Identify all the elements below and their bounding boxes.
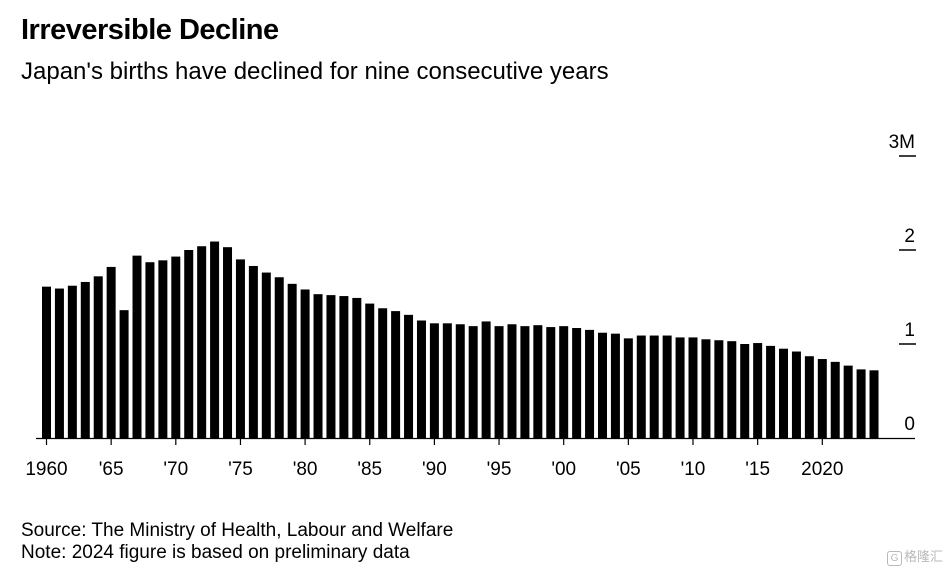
bar-1998 xyxy=(533,325,543,438)
bar-1962 xyxy=(67,285,77,438)
bar-2012 xyxy=(714,340,724,438)
bar-1968 xyxy=(145,262,155,438)
bar-2010 xyxy=(688,337,698,438)
x-tick-label: '10 xyxy=(681,459,706,480)
bar-1978 xyxy=(274,277,284,438)
source-text: Source: The Ministry of Health, Labour a… xyxy=(21,520,454,541)
bar-1973 xyxy=(210,241,220,438)
bar-1970 xyxy=(171,256,181,438)
x-tick-label: '85 xyxy=(357,459,382,480)
y-tick-label: 3M xyxy=(889,132,915,153)
x-tick-label: 2020 xyxy=(801,459,843,480)
bar-1996 xyxy=(507,324,517,438)
bar-2019 xyxy=(804,356,814,438)
bar-1969 xyxy=(158,260,168,438)
bar-2011 xyxy=(701,339,711,438)
bar-2008 xyxy=(662,335,672,438)
footer: Source: The Ministry of Health, Labour a… xyxy=(21,520,453,564)
chart-subtitle: Japan's births have declined for nine co… xyxy=(21,58,609,85)
bar-1979 xyxy=(287,283,297,438)
bar-2016 xyxy=(766,345,776,438)
bar-2020 xyxy=(817,359,827,438)
bar-2002 xyxy=(585,329,595,438)
bar-2023 xyxy=(856,369,866,438)
bar-1980 xyxy=(300,289,310,438)
bar-1984 xyxy=(352,297,362,438)
bar-1997 xyxy=(520,326,530,438)
bar-2006 xyxy=(636,335,646,438)
x-tick-label: 1960 xyxy=(25,459,67,480)
bar-1987 xyxy=(391,311,401,438)
bar-1991 xyxy=(442,323,452,438)
bar-2004 xyxy=(610,333,620,438)
bar-1967 xyxy=(132,255,142,438)
bar-1965 xyxy=(106,266,116,438)
bar-1974 xyxy=(223,247,233,438)
y-tick-label: 0 xyxy=(904,414,915,435)
chart-title: Irreversible Decline xyxy=(21,14,279,46)
bar-1960 xyxy=(42,286,51,438)
bar-1977 xyxy=(261,272,271,438)
bar-2000 xyxy=(559,326,569,438)
x-axis: 1960 '65 '70 '75 '80 '85 '90 '95 '00 '05 '10 '15 202… xyxy=(25,437,915,480)
x-tick-label: '15 xyxy=(745,459,770,480)
x-tick-label: '70 xyxy=(163,459,188,480)
bar-2005 xyxy=(623,338,633,438)
bar-1989 xyxy=(416,320,426,438)
bar-1999 xyxy=(546,327,556,438)
watermark-logo-icon: G xyxy=(886,551,902,566)
bar-1994 xyxy=(481,321,491,438)
x-tick-label: '75 xyxy=(228,459,253,480)
bar-1993 xyxy=(468,326,478,438)
bar-2003 xyxy=(597,332,607,438)
bar-1966 xyxy=(119,310,129,438)
bar-2009 xyxy=(675,337,685,438)
bar-1990 xyxy=(429,323,439,438)
bar-2007 xyxy=(649,335,659,438)
bar-2024 xyxy=(869,370,879,438)
bar-2015 xyxy=(753,343,763,438)
bar-2021 xyxy=(830,361,840,438)
bar-1971 xyxy=(184,250,194,438)
bar-1981 xyxy=(313,294,323,438)
y-tick-label: 1 xyxy=(904,320,915,341)
y-tick-label: 2 xyxy=(904,226,915,247)
bar-2017 xyxy=(779,348,789,438)
bar-1995 xyxy=(494,326,504,438)
x-tick-label: '05 xyxy=(616,459,641,480)
watermark: G 格隆汇 xyxy=(886,546,943,566)
y-axis: 0 1 2 3M xyxy=(889,132,916,435)
watermark-text: 格隆汇 xyxy=(903,549,943,564)
x-tick-label: '65 xyxy=(99,459,124,480)
bar-2022 xyxy=(843,365,853,438)
bar-2013 xyxy=(727,341,737,438)
bar-1988 xyxy=(404,314,414,438)
bar-1964 xyxy=(93,276,103,438)
bar-1961 xyxy=(54,288,64,438)
x-tick-label: '90 xyxy=(422,459,447,480)
bar-2001 xyxy=(572,328,582,438)
bar-1986 xyxy=(378,308,388,438)
x-tick-label: '95 xyxy=(487,459,512,480)
bar-1992 xyxy=(455,324,465,438)
bar-1963 xyxy=(80,281,90,438)
bar-1976 xyxy=(248,265,258,438)
note-text: Note: 2024 figure is based on preliminar… xyxy=(21,542,410,563)
x-tick-label: '80 xyxy=(293,459,318,480)
bar-1982 xyxy=(326,295,336,438)
bar-series xyxy=(42,241,879,438)
bar-1972 xyxy=(197,246,207,438)
bar-2014 xyxy=(740,344,750,438)
bar-1975 xyxy=(235,259,245,438)
bar-1985 xyxy=(365,303,375,438)
bar-1983 xyxy=(339,296,349,438)
bar-2018 xyxy=(791,351,801,438)
x-tick-label: '00 xyxy=(551,459,576,480)
